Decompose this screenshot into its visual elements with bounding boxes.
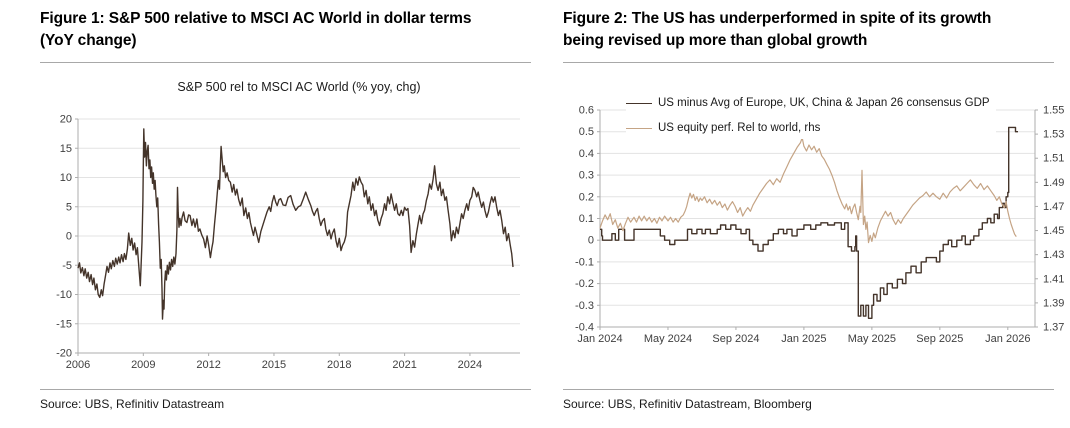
- y-tick-label-left: 0.1: [579, 213, 594, 225]
- series-us-equity-rel-world: [599, 137, 1017, 244]
- y-tick-label-left: 0.6: [579, 105, 594, 117]
- figure-1-source: Source: UBS, Refinitiv Datastream: [40, 397, 225, 411]
- y-tick-label-left: -5: [62, 260, 72, 272]
- y-tick-label-left: 15: [60, 143, 72, 155]
- y-tick-label-right: 1.51: [1043, 153, 1064, 165]
- y-tick-label-left: -0.4: [575, 322, 594, 334]
- figure-1-chart-title: S&P 500 rel to MSCI AC World (% yoy, chg…: [177, 80, 421, 94]
- legend-row-gdp: US minus Avg of Europe, UK, China & Japa…: [626, 92, 996, 114]
- y-tick-label-right: 1.37: [1043, 322, 1064, 334]
- x-tick-label: Jan 2024: [577, 333, 622, 345]
- x-tick-label: 2018: [327, 359, 351, 371]
- y-tick-label-left: 0: [66, 231, 72, 243]
- x-tick-label: 2024: [458, 359, 482, 371]
- y-tick-label-left: -20: [56, 348, 72, 360]
- figure-2: Figure 2: The US has underperformed in s…: [563, 0, 1070, 428]
- series-sp500-rel-world: [77, 128, 514, 320]
- y-tick-label-left: 5: [66, 201, 72, 213]
- y-tick-label-right: 1.41: [1043, 273, 1064, 285]
- x-tick-label: 2006: [66, 359, 90, 371]
- y-tick-label-left: 0.3: [579, 170, 594, 182]
- y-tick-label-right: 1.39: [1043, 297, 1064, 309]
- figure-1-title-line1: Figure 1: S&P 500 relative to MSCI AC Wo…: [40, 10, 472, 27]
- y-tick-label-left: 0: [588, 235, 594, 247]
- figure-1: Figure 1: S&P 500 relative to MSCI AC Wo…: [40, 0, 531, 428]
- dark-line-swatch-icon: [626, 102, 652, 104]
- figure-1-title: Figure 1: S&P 500 relative to MSCI AC Wo…: [40, 8, 531, 52]
- y-tick-label-right: 1.47: [1043, 201, 1064, 213]
- y-tick-label-right: 1.55: [1043, 105, 1064, 117]
- figure-2-legend: US minus Avg of Europe, UK, China & Japa…: [626, 92, 996, 142]
- x-tick-label: 2012: [196, 359, 220, 371]
- figure-2-title: Figure 2: The US has underperformed in s…: [563, 8, 1054, 52]
- legend-label-equity: US equity perf. Rel to world, rhs: [658, 122, 821, 134]
- legend-row-equity: US equity perf. Rel to world, rhs: [626, 117, 996, 139]
- y-tick-label-left: 0.4: [579, 148, 594, 160]
- figure-1-title-line2: (YoY change): [40, 32, 137, 49]
- x-tick-label: Jan 2026: [985, 333, 1030, 345]
- y-tick-label-left: 20: [60, 114, 72, 126]
- x-tick-label: May 2025: [848, 333, 896, 345]
- figure-1-title-rule: [40, 62, 531, 63]
- y-tick-label-left: 0.5: [579, 126, 594, 138]
- x-tick-label: Sep 2024: [712, 333, 759, 345]
- y-tick-label-left: -15: [56, 318, 72, 330]
- x-tick-label: 2021: [392, 359, 416, 371]
- figure-2-source: Source: UBS, Refinitiv Datastream, Bloom…: [563, 397, 812, 411]
- x-tick-label: Sep 2025: [916, 333, 963, 345]
- y-tick-label-left: 0.2: [579, 191, 594, 203]
- figure-2-title-line1: Figure 2: The US has underperformed in s…: [563, 10, 992, 27]
- x-tick-label: Jan 2025: [781, 333, 826, 345]
- legend-label-gdp: US minus Avg of Europe, UK, China & Japa…: [658, 97, 990, 109]
- figure-2-title-rule: [563, 62, 1054, 63]
- figure-1-source-rule: [40, 389, 531, 390]
- figure-2-title-line2: being revised up more than global growth: [563, 32, 868, 49]
- x-tick-label: May 2024: [644, 333, 692, 345]
- y-tick-label-right: 1.45: [1043, 225, 1064, 237]
- series-us-minus-avg-gdp: [600, 126, 1018, 319]
- y-tick-label-left: -0.2: [575, 278, 594, 290]
- y-tick-label-left: -0.1: [575, 256, 594, 268]
- y-tick-label-left: -10: [56, 289, 72, 301]
- y-tick-label-left: -0.3: [575, 300, 594, 312]
- y-tick-label-right: 1.49: [1043, 177, 1064, 189]
- y-tick-label-right: 1.43: [1043, 249, 1064, 261]
- figure-2-source-rule: [563, 389, 1054, 390]
- tan-line-swatch-icon: [626, 127, 652, 129]
- y-tick-label-right: 1.53: [1043, 129, 1064, 141]
- x-tick-label: 2009: [131, 359, 155, 371]
- x-tick-label: 2015: [262, 359, 286, 371]
- y-tick-label-left: 10: [60, 172, 72, 184]
